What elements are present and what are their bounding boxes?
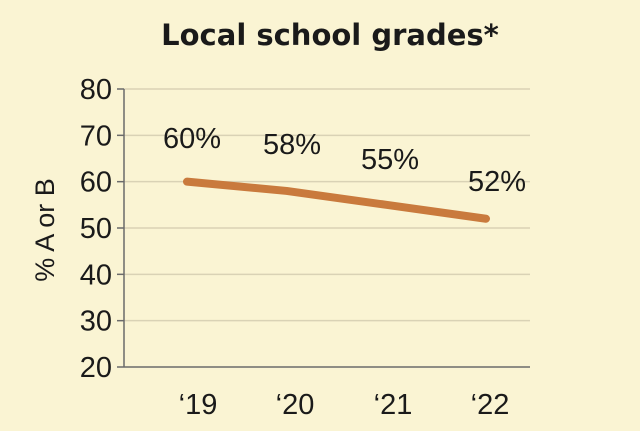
x-tick-label-2: ‘21 <box>374 389 413 421</box>
data-label-1: 58% <box>263 129 321 161</box>
x-tick-label-3: ‘22 <box>471 389 510 421</box>
series-line <box>183 177 490 223</box>
y-tick-label-70: 70 <box>80 120 112 152</box>
x-tick-label-0: ‘19 <box>179 389 218 421</box>
y-tick-label-50: 50 <box>80 213 112 245</box>
data-label-2: 55% <box>361 144 419 176</box>
data-label-0: 60% <box>163 123 221 155</box>
x-tick-labels: ‘19 ‘20 ‘21 ‘22 <box>179 389 510 421</box>
data-label-3: 52% <box>468 166 526 198</box>
chart-title: Local school grades* <box>161 18 499 52</box>
y-axis-label: % A or B <box>30 178 60 282</box>
y-tick-label-40: 40 <box>80 259 112 291</box>
y-tick-label-30: 30 <box>80 306 112 338</box>
y-tick-label-20: 20 <box>80 352 112 384</box>
x-tick-label-1: ‘20 <box>276 389 315 421</box>
y-tick-label-60: 60 <box>80 167 112 199</box>
gridlines <box>117 88 530 368</box>
y-tick-label-80: 80 <box>80 74 112 106</box>
y-tick-labels: 20 30 40 50 60 70 80 <box>80 74 112 384</box>
data-labels: 60% 58% 55% 52% <box>163 123 526 198</box>
